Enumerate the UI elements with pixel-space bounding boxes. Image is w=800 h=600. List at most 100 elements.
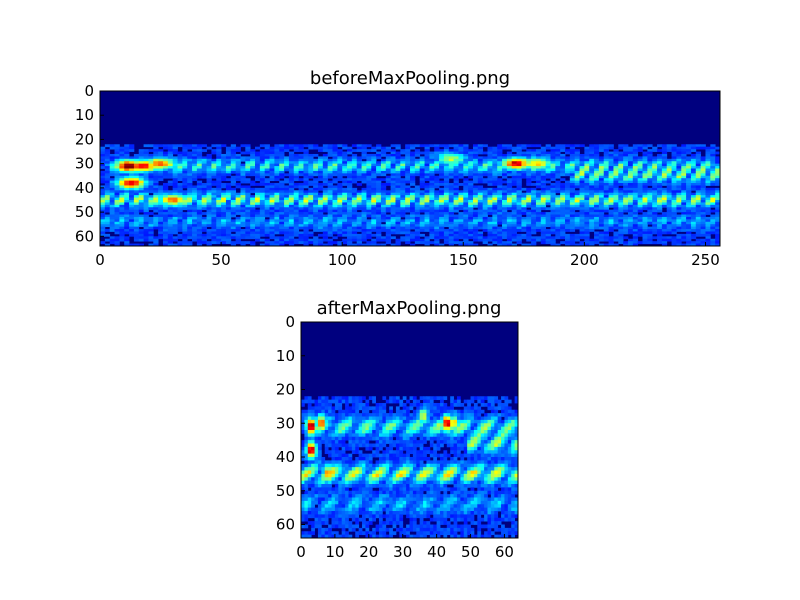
heatmap-cell bbox=[351, 197, 358, 201]
heatmap-cell bbox=[603, 224, 609, 228]
heatmap-cell bbox=[293, 216, 299, 220]
heatmap-cell bbox=[540, 199, 547, 203]
heatmap-cell bbox=[221, 153, 227, 157]
heatmap-cell bbox=[497, 221, 503, 225]
heatmap-cell bbox=[124, 163, 130, 167]
heatmap-cell bbox=[487, 168, 493, 172]
heatmap-cell bbox=[148, 175, 154, 179]
heatmap-cell bbox=[565, 149, 571, 152]
heatmap-cell bbox=[565, 216, 571, 220]
heatmap-cell bbox=[182, 241, 188, 244]
plot-before: beforeMaxPooling.png 0 50 100 150 200 2500102… bbox=[75, 68, 721, 269]
heatmap-cell bbox=[657, 180, 663, 184]
heatmap-cell bbox=[652, 187, 658, 191]
heatmap-cell bbox=[182, 168, 188, 172]
heatmap-cell bbox=[167, 195, 174, 198]
heatmap-cell bbox=[676, 207, 682, 211]
heatmap-cell bbox=[162, 183, 169, 186]
heatmap-cell bbox=[390, 190, 396, 194]
heatmap-cell bbox=[405, 197, 411, 201]
heatmap-cell bbox=[153, 146, 159, 150]
heatmap-cell bbox=[661, 199, 668, 203]
heatmap-cell bbox=[235, 204, 241, 208]
heatmap-cell bbox=[240, 216, 246, 220]
heatmap-cell bbox=[259, 216, 266, 220]
heatmap-cell bbox=[429, 209, 435, 213]
heatmap-cell bbox=[579, 170, 585, 174]
heatmap-cell bbox=[230, 149, 237, 152]
heatmap-cell bbox=[647, 207, 653, 211]
heatmap-cell bbox=[162, 202, 169, 206]
heatmap-cell bbox=[177, 185, 183, 189]
heatmap-cell bbox=[380, 204, 387, 208]
heatmap-cell bbox=[221, 204, 227, 208]
heatmap-cell bbox=[642, 219, 648, 223]
heatmap-cell bbox=[216, 153, 222, 157]
heatmap-cell bbox=[225, 170, 232, 174]
heatmap-cell bbox=[192, 170, 198, 174]
heatmap-cell bbox=[313, 236, 319, 240]
heatmap-cell bbox=[613, 209, 619, 213]
heatmap-cell bbox=[371, 219, 377, 223]
heatmap-cell bbox=[497, 185, 503, 189]
heatmap-cell bbox=[429, 214, 435, 218]
heatmap-cell bbox=[124, 190, 130, 194]
heatmap-cell bbox=[172, 209, 178, 213]
heatmap-cell bbox=[468, 224, 474, 228]
heatmap-cell bbox=[342, 212, 348, 215]
heatmap-cell bbox=[167, 204, 174, 208]
heatmap-cell bbox=[439, 153, 445, 157]
heatmap-cell bbox=[255, 170, 261, 174]
heatmap-cell bbox=[710, 214, 716, 218]
heatmap-cell bbox=[119, 166, 125, 169]
heatmap-cell bbox=[715, 221, 721, 225]
heatmap-cell bbox=[284, 209, 290, 213]
heatmap-cell bbox=[240, 144, 246, 148]
heatmap-cell bbox=[378, 403, 383, 407]
heatmap-cell bbox=[589, 151, 595, 155]
heatmap-cell bbox=[618, 187, 624, 191]
heatmap-cell bbox=[133, 166, 140, 169]
heatmap-cell bbox=[351, 202, 358, 206]
heatmap-cell bbox=[240, 202, 246, 206]
heatmap-cell bbox=[250, 221, 256, 225]
heatmap-cell bbox=[245, 163, 251, 167]
heatmap-cell bbox=[463, 187, 469, 191]
heatmap-cell bbox=[172, 149, 178, 152]
heatmap-cell bbox=[114, 226, 120, 230]
heatmap-cell bbox=[201, 187, 207, 191]
heatmap-cell bbox=[516, 204, 522, 208]
heatmap-cell bbox=[419, 185, 425, 189]
heatmap-cell bbox=[550, 187, 556, 191]
heatmap-cell bbox=[255, 226, 261, 230]
heatmap-cell bbox=[594, 168, 600, 172]
heatmap-cell bbox=[506, 180, 513, 184]
heatmap-cell bbox=[167, 226, 174, 230]
heatmap-cell bbox=[487, 173, 493, 177]
heatmap-cell bbox=[681, 161, 687, 165]
heatmap-cell bbox=[574, 156, 580, 160]
heatmap-cell bbox=[230, 241, 237, 244]
heatmap-cell bbox=[317, 204, 324, 208]
heatmap-cell bbox=[187, 226, 193, 230]
heatmap-cell bbox=[647, 219, 653, 223]
heatmap-cell bbox=[308, 199, 314, 203]
heatmap-cell bbox=[690, 204, 697, 208]
heatmap-cell bbox=[429, 163, 435, 167]
heatmap-cell bbox=[569, 204, 576, 208]
heatmap-cell bbox=[308, 192, 314, 196]
heatmap-cell bbox=[259, 151, 266, 155]
heatmap-cell bbox=[392, 396, 397, 401]
heatmap-cell bbox=[506, 233, 513, 237]
heatmap-cell bbox=[129, 183, 135, 186]
heatmap-cell bbox=[642, 175, 648, 179]
heatmap-cell bbox=[317, 233, 324, 237]
heatmap-cell bbox=[298, 170, 304, 174]
heatmap-cell bbox=[448, 224, 454, 228]
heatmap-cell bbox=[647, 190, 653, 194]
heatmap-cell bbox=[221, 185, 227, 189]
heatmap-cell bbox=[148, 187, 154, 191]
heatmap-cell bbox=[647, 149, 653, 152]
heatmap-cell bbox=[298, 236, 304, 240]
